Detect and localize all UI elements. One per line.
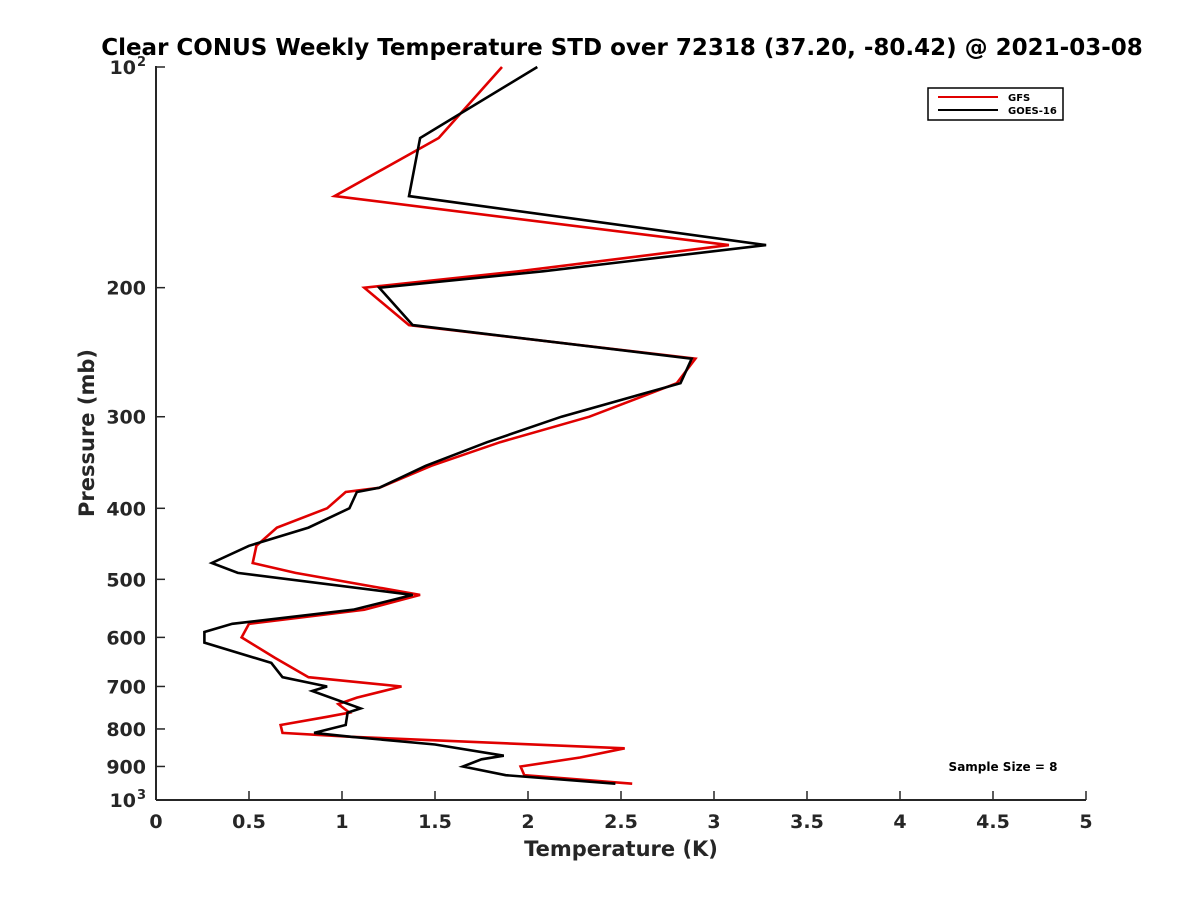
y-tick-label: 10 [110,57,136,79]
chart-title: Clear CONUS Weekly Temperature STD over … [101,35,1143,61]
y-tick-label: 800 [106,719,146,741]
plot-frame [156,67,1086,800]
series-line-goes16 [203,65,767,785]
y-tick-exponent: 2 [137,55,146,70]
y-tick-label: 200 [106,278,146,300]
y-tick-label: 400 [106,498,146,520]
x-tick-label: 1 [335,811,348,833]
x-tick-label: 3.5 [790,811,824,833]
x-axis-ticks: 0 0.5 1 1.5 2 2.5 3 3.5 4 4.5 5 [149,791,1093,833]
plot-area [203,65,767,785]
x-tick-label: 1.5 [418,811,452,833]
x-tick-label: 4 [893,811,906,833]
x-tick-label: 3 [707,811,720,833]
legend-label-gfs: GFS [1008,93,1030,104]
x-axis-label: Temperature (K) [524,837,718,861]
x-tick-label: 0.5 [232,811,266,833]
x-tick-label: 5 [1079,811,1092,833]
legend-box [927,87,1064,121]
x-tick-label: 4.5 [976,811,1010,833]
y-tick-label: 600 [106,627,146,649]
y-tick-label: 900 [106,756,146,778]
y-axis-label: Pressure (mb) [75,349,99,517]
legend-label-goes16: GOES-16 [1008,106,1057,117]
x-tick-label: 2.5 [604,811,638,833]
x-tick-label: 2 [521,811,534,833]
x-tick-label: 0 [149,811,162,833]
y-tick-exponent: 3 [137,788,146,803]
y-tick-label: 500 [106,569,146,591]
y-tick-label: 10 [110,790,136,812]
legend: GFS GOES-16 [927,87,1064,121]
series-line-gfs [239,66,730,785]
y-tick-label: 300 [106,407,146,429]
sample-size-annotation: Sample Size = 8 [949,760,1058,774]
y-tick-label: 700 [106,676,146,698]
